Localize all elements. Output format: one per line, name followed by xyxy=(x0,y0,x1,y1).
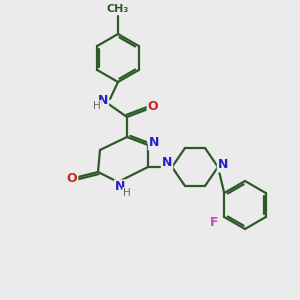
Text: N: N xyxy=(98,94,108,107)
Text: H: H xyxy=(93,101,101,111)
Text: O: O xyxy=(148,100,158,113)
Text: N: N xyxy=(162,157,172,169)
Text: N: N xyxy=(115,181,125,194)
Text: CH₃: CH₃ xyxy=(107,4,129,14)
Text: O: O xyxy=(67,172,77,185)
Text: N: N xyxy=(149,136,159,149)
Text: N: N xyxy=(218,158,228,172)
Text: H: H xyxy=(123,188,131,198)
Text: F: F xyxy=(210,217,218,230)
